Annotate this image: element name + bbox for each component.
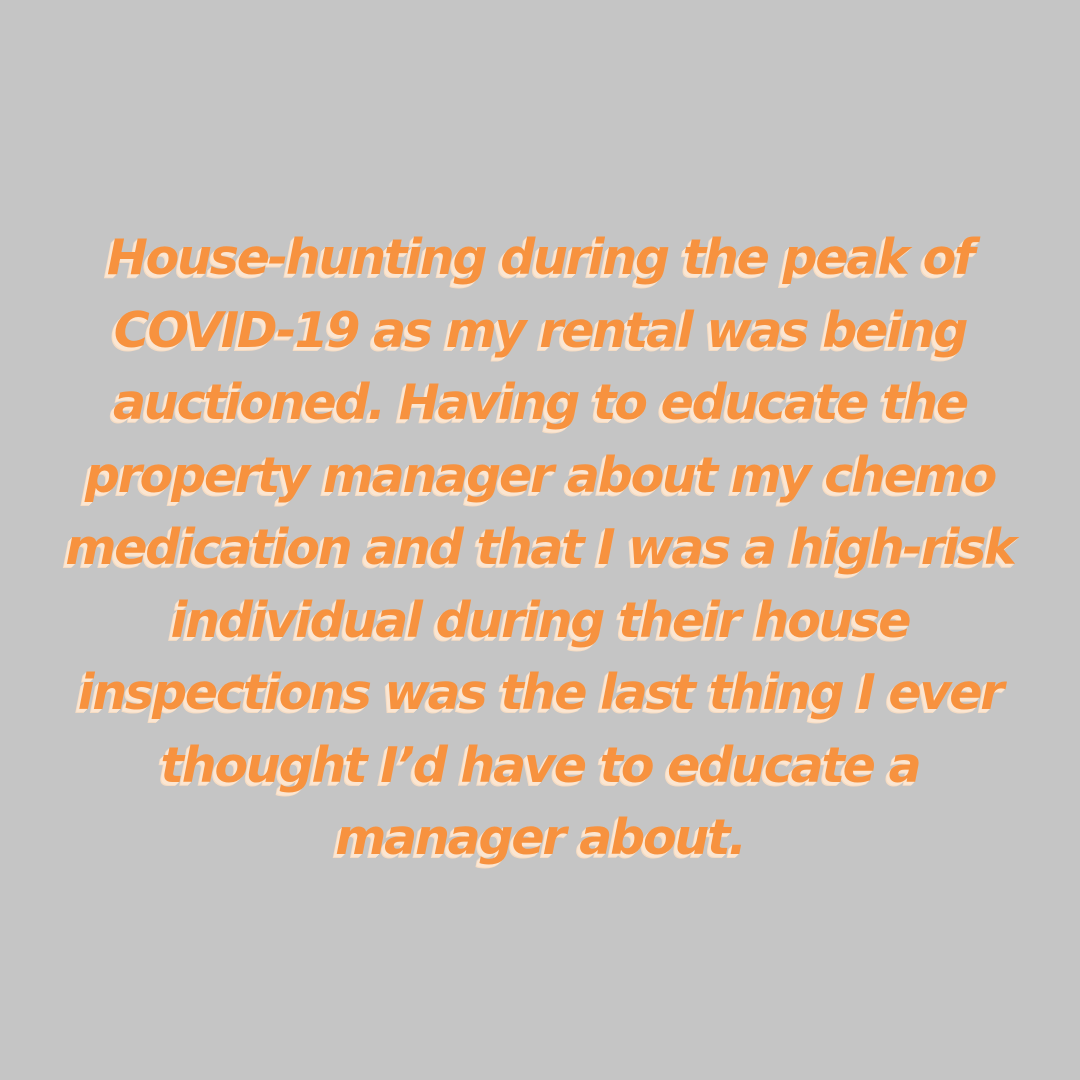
quote-line-4: property manager about my chemo: [84, 446, 998, 504]
quote-line-1: House-hunting during the peak of: [106, 229, 976, 286]
quote-line-2: COVID-19 as my rental was being: [113, 301, 969, 359]
quote-line-8: thought I’d have to educate a: [160, 736, 922, 794]
quote-line-9: manager about.: [335, 809, 747, 866]
quote-line-5: medication and that I was a high-risk: [65, 519, 1017, 576]
quote-text: House-hunting during the peak of COVID-1…: [0, 222, 1080, 875]
quote-line-7: inspections was the last thing I ever: [77, 664, 1005, 721]
quote-line-6: individual during their house: [170, 591, 912, 649]
quote-line-3: auctioned. Having to educate the: [113, 374, 969, 431]
